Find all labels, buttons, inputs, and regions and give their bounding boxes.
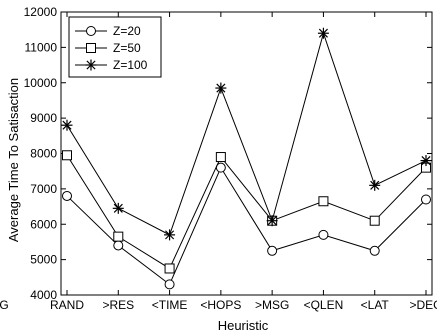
data-point-square [86, 43, 96, 53]
y-tick-label: 8000 [30, 147, 57, 161]
x-axis-label: Heuristic [218, 318, 269, 333]
data-point-star [61, 119, 73, 131]
x-tick-label: RAND [50, 298, 84, 312]
x-tick-label: >RES [102, 298, 134, 312]
data-point-circle [318, 229, 329, 240]
series-z-20 [62, 162, 431, 290]
legend-entry: Z=20 [75, 24, 141, 38]
data-point-square [215, 152, 226, 163]
axes: 4000 5000 6000 7000 8000 9000 10000 11000 12000 G… [0, 5, 437, 312]
data-point-circle [267, 245, 278, 256]
series-layer [61, 27, 432, 290]
data-point-square [164, 263, 175, 274]
data-point-star [112, 202, 124, 214]
series-line [66, 155, 427, 270]
data-point-star [215, 82, 227, 94]
data-point-star [164, 229, 176, 241]
data-point-square [113, 231, 124, 242]
data-point-circle [62, 190, 72, 201]
x-tick-label: >MSG [255, 298, 289, 312]
y-tick-label: 9000 [30, 111, 57, 125]
y-tick-label: 6000 [30, 217, 57, 231]
data-point-square [318, 196, 329, 207]
y-tick-label: 5000 [30, 253, 57, 267]
data-point-circle [164, 279, 175, 290]
series-z-100 [61, 27, 432, 241]
legend-entry: Z=100 [75, 58, 148, 72]
legend-label: Z=20 [113, 24, 141, 38]
x-tick-label: G [0, 298, 9, 312]
legend-box [68, 16, 162, 78]
x-tick-label: >DEG [409, 298, 437, 312]
x-tick-label: <TIME [152, 298, 188, 312]
data-point-square [62, 150, 72, 161]
data-point-circle [421, 194, 431, 205]
x-tick-label: <QLEN [304, 298, 344, 312]
series-line [66, 166, 427, 286]
data-point-star [85, 59, 97, 71]
legend-label: Z=50 [113, 41, 141, 55]
series-line [66, 31, 427, 236]
data-point-star [369, 179, 381, 191]
x-tick-label: <LAT [361, 298, 390, 312]
data-point-star [266, 215, 278, 227]
y-tick-label: 10000 [24, 76, 58, 90]
data-point-square [369, 215, 380, 226]
data-point-star [317, 27, 329, 39]
data-point-circle [86, 26, 96, 36]
y-tick-label: 4000 [30, 288, 57, 302]
y-tick-label: 7000 [30, 182, 57, 196]
data-point-star [420, 155, 432, 167]
y-axis-label: Average Time To Satisaction [6, 78, 21, 242]
data-point-circle [369, 245, 380, 256]
data-point-circle [113, 240, 124, 251]
legend-label: Z=100 [113, 58, 148, 72]
legend: Z=20 Z=50 Z=100 [68, 16, 162, 78]
y-tick-label: 11000 [25, 40, 58, 54]
legend-entry: Z=50 [75, 41, 141, 55]
x-tick-label: <HOPS [200, 298, 241, 312]
y-tick-label: 12000 [24, 5, 58, 19]
